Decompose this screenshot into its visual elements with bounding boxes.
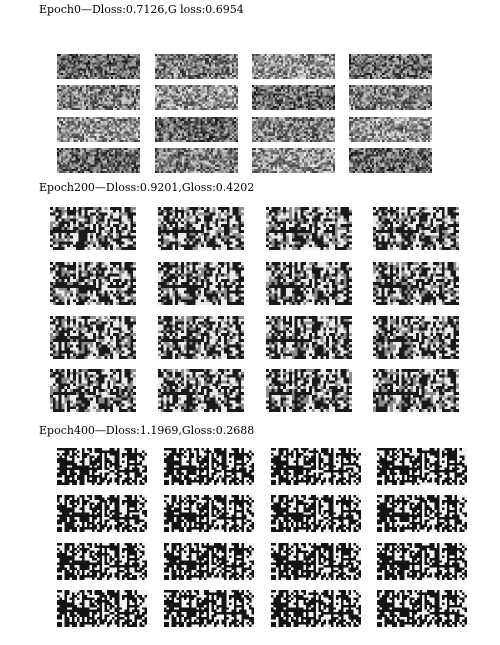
generated-sample-image	[164, 543, 254, 580]
generated-sample-image	[252, 85, 335, 110]
generated-sample-image	[349, 85, 432, 110]
generated-sample-image	[271, 495, 361, 532]
generated-sample-image	[155, 117, 238, 142]
generated-sample-image	[373, 207, 459, 250]
generated-sample-image	[155, 148, 238, 173]
generated-sample-image	[57, 117, 140, 142]
generated-sample-image	[155, 54, 238, 79]
generated-sample-image	[155, 85, 238, 110]
generated-sample-image	[57, 590, 147, 627]
generated-sample-image	[349, 148, 432, 173]
generated-sample-image	[271, 543, 361, 580]
generated-sample-image	[377, 543, 467, 580]
generated-sample-image	[266, 316, 352, 359]
generated-sample-image	[158, 316, 244, 359]
generated-sample-image	[57, 85, 140, 110]
generated-sample-image	[349, 117, 432, 142]
generated-sample-image	[50, 262, 136, 305]
generated-sample-image	[158, 207, 244, 250]
generated-sample-image	[50, 316, 136, 359]
generated-sample-image	[164, 590, 254, 627]
generated-sample-image	[377, 495, 467, 532]
generated-sample-image	[266, 369, 352, 412]
generated-sample-image	[57, 543, 147, 580]
generated-sample-image	[271, 448, 361, 485]
generated-sample-image	[164, 495, 254, 532]
generated-sample-image	[57, 54, 140, 79]
generated-sample-image	[373, 262, 459, 305]
generated-sample-image	[50, 207, 136, 250]
generated-sample-image	[373, 369, 459, 412]
generated-sample-image	[164, 448, 254, 485]
generated-sample-image	[271, 590, 361, 627]
generated-sample-image	[377, 590, 467, 627]
generated-sample-image	[50, 369, 136, 412]
generated-sample-image	[158, 262, 244, 305]
generated-sample-image	[266, 207, 352, 250]
generated-sample-image	[266, 262, 352, 305]
generated-sample-image	[57, 148, 140, 173]
generated-sample-image	[252, 148, 335, 173]
epoch0-caption: Epoch0—Dloss:0.7126,G loss:0.6954	[39, 3, 244, 16]
generated-sample-image	[377, 448, 467, 485]
epoch400-caption: Epoch400—Dloss:1.1969,Gloss:0.2688	[39, 424, 254, 437]
generated-sample-image	[57, 495, 147, 532]
epoch200-caption: Epoch200—Dloss:0.9201,Gloss:0.4202	[39, 181, 254, 194]
generated-sample-image	[349, 54, 432, 79]
generated-sample-image	[252, 54, 335, 79]
generated-sample-image	[158, 369, 244, 412]
generated-sample-image	[373, 316, 459, 359]
generated-sample-image	[57, 448, 147, 485]
generated-sample-image	[252, 117, 335, 142]
